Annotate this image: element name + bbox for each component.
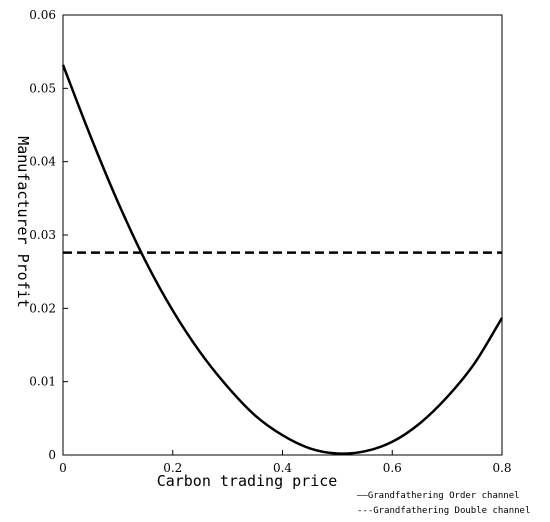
x-tick-label: 0.2 [163, 461, 182, 475]
series-layer [61, 64, 504, 455]
y-tick-label: 0.04 [29, 155, 56, 169]
y-tick-label: 0.01 [29, 375, 56, 389]
legend-entry-order-channel: ——Grandfathering Order channel [357, 491, 520, 501]
legend: ——Grandfathering Order channel ---Grandf… [357, 491, 530, 516]
y-tick-label: 0 [48, 448, 56, 462]
series-line-order-channel [61, 64, 504, 455]
y-tick-label: 0.06 [29, 8, 56, 22]
y-tick-label: 0.05 [29, 81, 56, 95]
x-axis: 0 0.2 0.4 0.6 0.8 [59, 450, 512, 475]
x-tick-label: 0.8 [492, 461, 511, 475]
x-tick-label: 0.6 [383, 461, 402, 475]
plot-frame [62, 14, 503, 456]
x-tick-label: 0.4 [273, 461, 292, 475]
x-axis-title: Carbon trading price [157, 472, 338, 490]
y-tick-label: 0.03 [29, 228, 56, 242]
y-axis-title: Manufacturer Profit [14, 136, 32, 308]
y-tick-label: 0.02 [29, 301, 56, 315]
legend-entry-double-channel: ---Grandfathering Double channel [357, 506, 530, 516]
x-tick-label: 0 [59, 461, 67, 475]
plot-area [62, 14, 503, 456]
y-axis: 0 0.01 0.02 0.03 0.04 0.05 0.06 [29, 8, 68, 462]
